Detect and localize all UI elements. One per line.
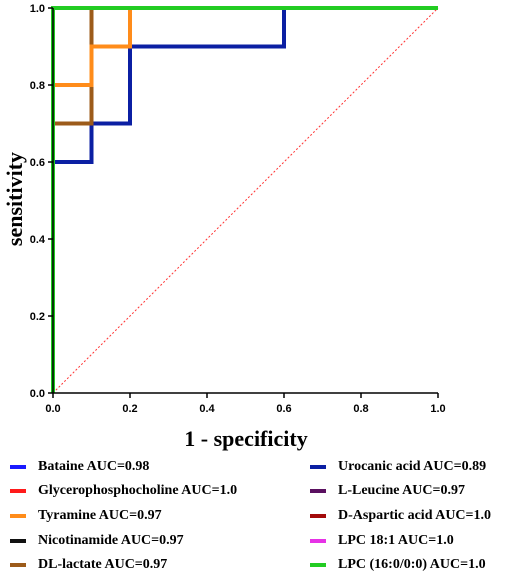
y-tick-label: 0.8 [30,80,45,92]
x-axis-title: 1 - specificity [184,426,307,451]
legend-swatch [10,539,26,543]
x-tick-label: 0.2 [122,403,137,415]
legend-item: Glycerophosphocholine AUC=1.0 [10,482,237,500]
x-tick-label: 0.6 [276,403,291,415]
legend-label: LPC 18:1 AUC=1.0 [338,533,454,548]
legend-swatch [10,514,26,518]
legend-label: Nicotinamide AUC=0.97 [38,533,184,548]
legend-item: DL-lactate AUC=0.97 [10,556,167,574]
legend-swatch [310,539,326,543]
y-tick-label: 0.2 [30,311,45,323]
x-tick-label: 0.0 [45,403,60,415]
legend-item: Bataine AUC=0.98 [10,458,149,476]
legend-swatch [310,514,326,518]
legend-item: D-Aspartic acid AUC=1.0 [310,507,491,525]
x-tick-label: 0.8 [353,403,368,415]
legend-label: D-Aspartic acid AUC=1.0 [338,508,492,523]
legend-item: LPC (16:0/0:0) AUC=1.0 [310,556,486,574]
y-tick-label: 0.6 [30,157,45,169]
legend-label: Urocanic acid AUC=0.89 [338,459,487,474]
x-tick-label: 1.0 [430,403,445,415]
legend-item: L-Leucine AUC=0.97 [310,482,465,500]
y-tick-label: 0.0 [30,388,45,400]
legend-swatch [310,489,326,493]
legend-item: Tyramine AUC=0.97 [10,507,162,525]
legend-label: Glycerophosphocholine AUC=1.0 [38,483,238,498]
y-tick-label: 1.0 [30,3,45,15]
legend-label: DL-lactate AUC=0.97 [38,557,168,572]
legend: Bataine AUC=0.98 Urocanic acid AUC=0.89 Gl… [0,455,505,579]
y-tick-label: 0.4 [30,234,46,246]
legend-label: Bataine AUC=0.98 [38,459,150,474]
legend-swatch [10,489,26,493]
legend-swatch [310,465,326,469]
roc-line-urocanic-acid [51,6,438,393]
legend-label: LPC (16:0/0:0) AUC=1.0 [338,557,486,572]
legend-item: Urocanic acid AUC=0.89 [310,458,486,476]
legend-item: LPC 18:1 AUC=1.0 [310,532,454,550]
y-axis-title: sensitivity [2,152,27,246]
legend-swatch [10,465,26,469]
legend-label: L-Leucine AUC=0.97 [338,483,465,498]
legend-swatch [310,563,326,567]
legend-label: Tyramine AUC=0.97 [38,508,162,523]
legend-item: Nicotinamide AUC=0.97 [10,532,184,550]
reference-diagonal-line [52,7,439,394]
legend-swatch [10,563,26,567]
x-tick-label: 0.4 [199,403,215,415]
roc-chart: 0.0 0.2 0.4 0.6 0.8 1.0 0.0 0.2 0.4 0.6 0.8 1.0 1 -… [2,3,446,451]
